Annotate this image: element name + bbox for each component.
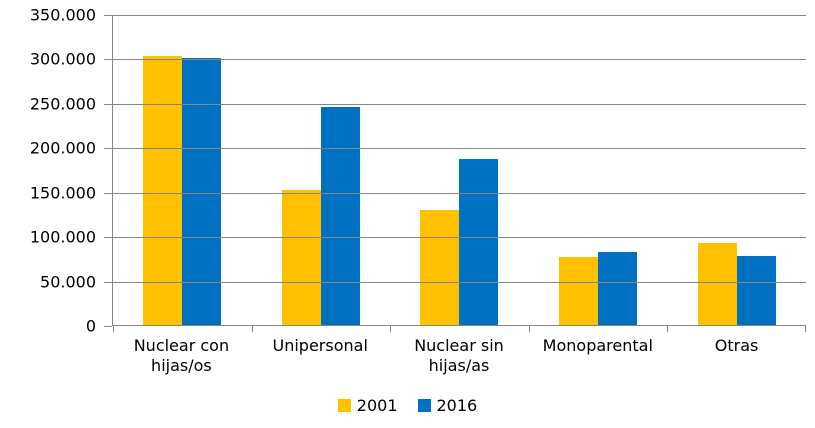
y-axis-tick-label: 100.000 [29,227,96,247]
bar-2016-5 [736,255,776,325]
x-axis-tick [390,325,392,332]
gridline [113,192,806,194]
gridline [113,281,806,283]
x-axis-category-label: Unipersonal [272,336,368,355]
legend-swatch-icon [417,399,431,412]
legend-item-2016: 2016 [417,396,478,415]
gridline [113,237,806,239]
bar-group [667,15,806,325]
bar-group [252,15,391,325]
y-axis-tick-label: 300.000 [29,49,96,69]
bar-2016-3 [459,158,499,325]
bar-2016-1 [182,58,222,325]
y-axis-tick [104,103,112,105]
legend-item-2001: 2001 [337,396,398,415]
legend-label: 2001 [356,396,398,415]
y-axis-tick-label: 150.000 [29,183,96,203]
y-axis-tick [104,326,112,327]
bar-2001-2 [281,189,321,325]
bar-group [113,15,252,325]
y-axis: 0 50.000 100.000 150.000 200.000 250.000 300.0… [0,6,96,336]
x-axis: Nuclear con hijas/os Unipersonal Nuclear s… [112,336,806,376]
x-axis-tick [528,325,530,332]
bar-2001-3 [420,210,460,325]
x-axis-category-label: Nuclear sin hijas/as [414,336,504,375]
gridline [113,15,806,16]
bar-2001-5 [697,243,737,325]
x-axis-category-label: Otras [714,336,759,355]
y-axis-tick [104,15,112,16]
bar-2001-1 [143,55,183,325]
bar-groups [113,15,806,325]
y-axis-tick [104,148,112,150]
y-axis-tick-label: 50.000 [40,272,96,292]
x-axis-tick [805,325,806,332]
legend: 2001 2016 [0,396,815,415]
gridline [113,148,806,150]
y-axis-tick-label: 200.000 [29,138,96,158]
gridline [113,59,806,61]
x-axis-tick [251,325,253,332]
legend-label: 2016 [436,396,478,415]
y-axis-tick [104,281,112,283]
x-axis-tick [113,325,114,332]
bar-2016-4 [598,252,638,325]
y-axis-tick [104,237,112,239]
x-axis-category-label: Monoparental [542,336,653,355]
y-axis-tick [104,192,112,194]
bar-2001-4 [559,256,599,325]
plot-area [104,15,806,332]
y-axis-tick-label: 350.000 [29,5,96,25]
y-axis-tick-label: 250.000 [29,94,96,114]
bar-2016-2 [320,107,360,325]
y-axis-tick [104,59,112,61]
y-axis-tick-label: 0 [85,316,96,336]
gridline [113,103,806,105]
bar-group [529,15,668,325]
x-axis-tick [667,325,669,332]
legend-swatch-icon [337,399,351,412]
x-axis-category-label: Nuclear con hijas/os [133,336,230,375]
bar-group [390,15,529,325]
